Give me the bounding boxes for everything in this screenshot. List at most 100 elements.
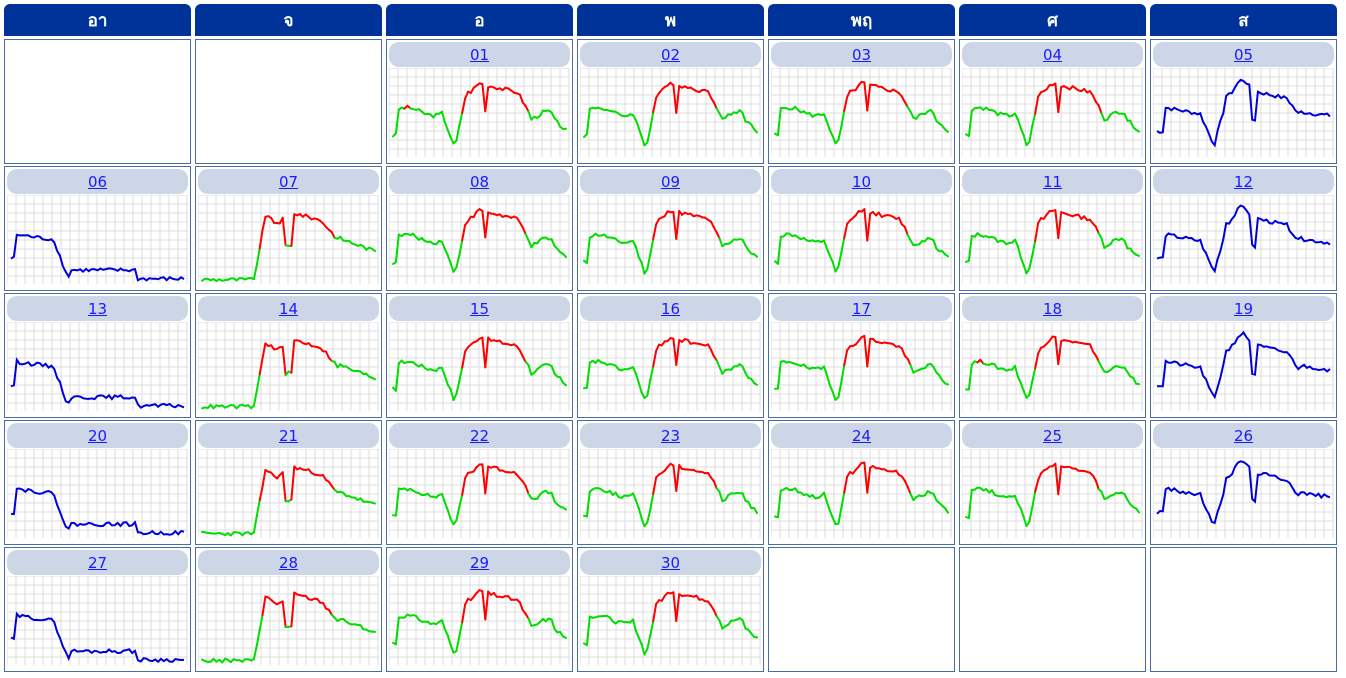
day-load-chart[interactable] bbox=[7, 576, 188, 669]
day-load-chart[interactable] bbox=[1153, 322, 1334, 415]
load-series-segment bbox=[718, 619, 724, 630]
load-series-segment bbox=[449, 136, 455, 145]
load-series-segment bbox=[909, 492, 915, 502]
day-load-chart[interactable] bbox=[580, 195, 761, 288]
load-series-segment bbox=[649, 238, 655, 256]
day-load-chart[interactable] bbox=[198, 195, 379, 288]
day-link[interactable]: 16 bbox=[660, 299, 681, 318]
day-link[interactable]: 15 bbox=[469, 299, 490, 318]
day-load-chart[interactable] bbox=[7, 322, 188, 415]
day-load-chart[interactable] bbox=[389, 322, 570, 415]
day-load-chart[interactable] bbox=[389, 68, 570, 161]
day-load-chart[interactable] bbox=[580, 449, 761, 542]
day-link[interactable]: 20 bbox=[87, 426, 108, 445]
load-series-segment bbox=[484, 465, 490, 495]
load-series-segment bbox=[1031, 112, 1037, 127]
load-series-segment bbox=[967, 363, 973, 391]
day-link[interactable]: 26 bbox=[1233, 426, 1254, 445]
day-load-chart[interactable] bbox=[198, 322, 379, 415]
day-load-chart[interactable] bbox=[580, 322, 761, 415]
load-series-segment bbox=[252, 389, 258, 407]
day-link[interactable]: 01 bbox=[469, 45, 490, 64]
load-series-segment bbox=[1089, 343, 1094, 353]
day-link[interactable]: 02 bbox=[660, 45, 681, 64]
load-series-segment bbox=[464, 90, 469, 100]
day-link[interactable]: 04 bbox=[1042, 45, 1063, 64]
load-series-segment bbox=[481, 83, 487, 113]
day-cell: 09 bbox=[577, 166, 764, 291]
load-series-segment bbox=[825, 374, 831, 386]
day-load-chart[interactable] bbox=[962, 322, 1143, 415]
load-series-segment bbox=[718, 237, 724, 248]
day-label-pill: 23 bbox=[580, 423, 761, 448]
day-link[interactable]: 22 bbox=[469, 426, 490, 445]
day-link[interactable]: 07 bbox=[278, 172, 299, 191]
weekday-header-0: อา bbox=[4, 4, 191, 36]
day-link[interactable]: 28 bbox=[278, 553, 299, 572]
day-load-chart[interactable] bbox=[389, 576, 570, 669]
day-label-pill: 17 bbox=[771, 296, 952, 321]
day-cell: 02 bbox=[577, 39, 764, 164]
load-series-segment bbox=[1129, 119, 1135, 129]
day-load-chart[interactable] bbox=[7, 195, 188, 288]
day-link[interactable]: 10 bbox=[851, 172, 872, 191]
day-load-chart[interactable] bbox=[580, 68, 761, 161]
day-link[interactable]: 03 bbox=[851, 45, 872, 64]
day-load-chart[interactable] bbox=[7, 449, 188, 542]
day-link[interactable]: 13 bbox=[87, 299, 108, 318]
day-load-chart[interactable] bbox=[1153, 68, 1334, 161]
day-label-pill: 14 bbox=[198, 296, 379, 321]
day-link[interactable]: 24 bbox=[851, 426, 872, 445]
day-link[interactable]: 29 bbox=[469, 553, 490, 572]
day-link[interactable]: 05 bbox=[1233, 45, 1254, 64]
day-link[interactable]: 23 bbox=[660, 426, 681, 445]
day-link[interactable]: 17 bbox=[851, 299, 872, 318]
day-link[interactable]: 06 bbox=[87, 172, 108, 191]
day-label-pill: 19 bbox=[1153, 296, 1334, 321]
day-load-chart[interactable] bbox=[962, 68, 1143, 161]
load-series-segment bbox=[634, 372, 640, 384]
day-link[interactable]: 27 bbox=[87, 553, 108, 572]
day-link[interactable]: 11 bbox=[1042, 172, 1063, 191]
day-load-chart[interactable] bbox=[389, 195, 570, 288]
day-link[interactable]: 12 bbox=[1233, 172, 1254, 191]
day-label-pill: 26 bbox=[1153, 423, 1334, 448]
day-link[interactable]: 21 bbox=[278, 426, 299, 445]
load-series-segment bbox=[1022, 390, 1028, 399]
load-series-segment bbox=[371, 376, 376, 381]
load-series-segment bbox=[281, 216, 287, 247]
load-series-segment bbox=[634, 499, 640, 510]
day-load-chart[interactable] bbox=[389, 449, 570, 542]
load-series-segment bbox=[1100, 237, 1106, 249]
load-series-segment bbox=[776, 360, 782, 390]
day-link[interactable]: 14 bbox=[278, 299, 299, 318]
day-load-chart[interactable] bbox=[198, 576, 379, 669]
load-series-segment bbox=[1016, 245, 1022, 259]
load-series-segment bbox=[252, 644, 258, 661]
day-load-chart[interactable] bbox=[198, 449, 379, 542]
day-link[interactable]: 19 bbox=[1233, 299, 1254, 318]
day-load-chart[interactable] bbox=[580, 576, 761, 669]
day-load-chart[interactable] bbox=[771, 322, 952, 415]
day-load-chart[interactable] bbox=[962, 195, 1143, 288]
day-load-chart[interactable] bbox=[771, 68, 952, 161]
load-series-segment bbox=[634, 629, 640, 639]
load-series-segment bbox=[521, 355, 527, 363]
day-load-chart[interactable] bbox=[1153, 195, 1334, 288]
day-link[interactable]: 30 bbox=[660, 553, 681, 572]
load-series-segment bbox=[863, 334, 869, 368]
day-load-chart[interactable] bbox=[771, 195, 952, 288]
load-series-segment bbox=[1022, 264, 1028, 275]
day-link[interactable]: 09 bbox=[660, 172, 681, 191]
day-link[interactable]: 08 bbox=[469, 172, 490, 191]
load-series-segment bbox=[640, 517, 646, 528]
day-link[interactable]: 25 bbox=[1042, 426, 1063, 445]
day-load-chart[interactable] bbox=[771, 449, 952, 542]
day-link[interactable]: 18 bbox=[1042, 299, 1063, 318]
load-series-segment bbox=[518, 601, 524, 612]
day-load-chart[interactable] bbox=[962, 449, 1143, 542]
empty-day-cell bbox=[959, 547, 1146, 672]
load-series-segment bbox=[646, 634, 652, 650]
day-load-chart[interactable] bbox=[1153, 449, 1334, 542]
load-series-segment bbox=[837, 381, 843, 399]
